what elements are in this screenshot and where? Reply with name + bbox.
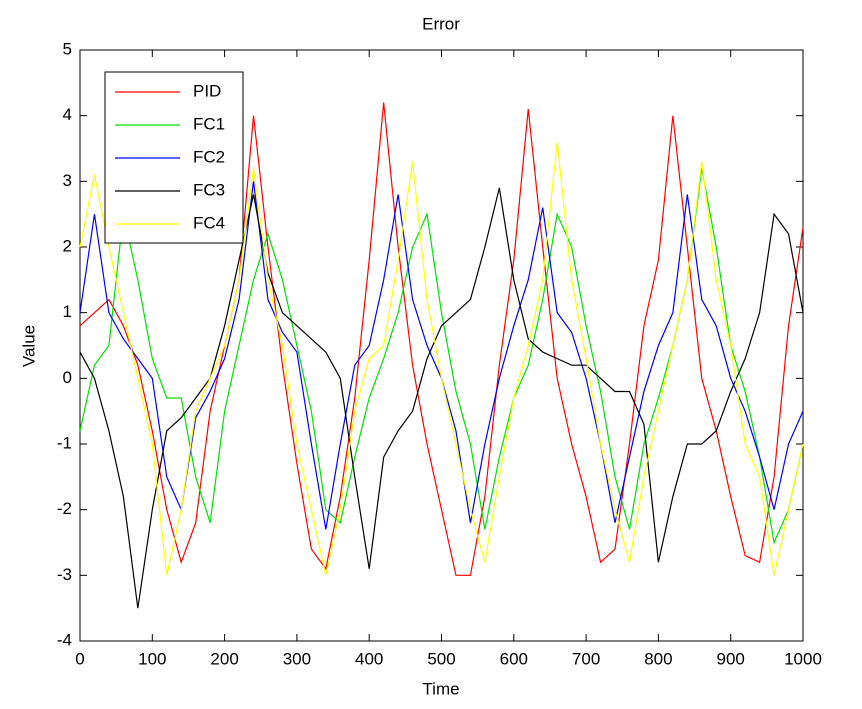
y-tick-label: 1 bbox=[63, 302, 72, 321]
y-tick-label: -2 bbox=[57, 499, 72, 518]
series-line bbox=[79, 187, 804, 609]
series-line bbox=[79, 141, 804, 576]
chart-title: Error bbox=[422, 14, 460, 33]
x-tick-label: 0 bbox=[75, 649, 84, 668]
y-tick-label: -4 bbox=[57, 630, 72, 649]
x-tick-label: 400 bbox=[355, 649, 383, 668]
legend-label: FC4 bbox=[193, 213, 225, 232]
series-line bbox=[79, 102, 804, 576]
legend-label: PID bbox=[193, 81, 221, 100]
x-tick-label: 1000 bbox=[784, 649, 822, 668]
x-tick-label: 700 bbox=[572, 649, 600, 668]
x-tick-label: 200 bbox=[210, 649, 238, 668]
x-axis-label: Time bbox=[422, 679, 459, 698]
legend-label: FC3 bbox=[193, 180, 225, 199]
x-tick-label: 900 bbox=[717, 649, 745, 668]
y-tick-label: -3 bbox=[57, 565, 72, 584]
legend-label: FC1 bbox=[193, 114, 225, 133]
y-tick-label: 2 bbox=[63, 236, 72, 255]
y-tick-label: -1 bbox=[57, 433, 72, 452]
x-tick-label: 100 bbox=[138, 649, 166, 668]
x-tick-label: 300 bbox=[283, 649, 311, 668]
legend-label: FC2 bbox=[193, 147, 225, 166]
x-tick-label: 600 bbox=[500, 649, 528, 668]
x-tick-label: 800 bbox=[644, 649, 672, 668]
y-tick-label: 0 bbox=[63, 368, 72, 387]
y-axis-label: Value bbox=[19, 325, 38, 367]
y-tick-label: 4 bbox=[63, 105, 72, 124]
x-tick-label: 500 bbox=[427, 649, 455, 668]
y-tick-label: 3 bbox=[63, 171, 72, 190]
y-tick-label: 5 bbox=[63, 39, 72, 58]
